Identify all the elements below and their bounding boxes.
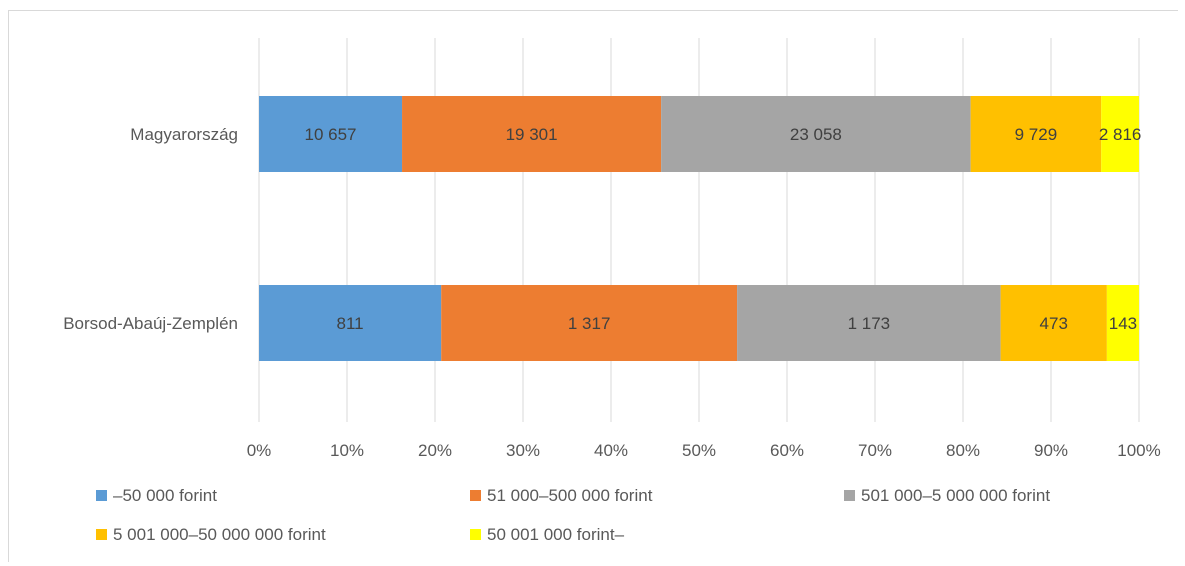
legend: –50 000 forint 51 000–500 000 forint 501 0… — [96, 486, 1050, 544]
x-tick-label: 90% — [1034, 441, 1068, 460]
bar-segment — [1106, 285, 1139, 361]
data-label: 10 657 — [305, 125, 357, 144]
bar-segment — [402, 96, 662, 172]
legend-item: –50 000 forint — [96, 486, 217, 505]
data-label: 23 058 — [790, 125, 842, 144]
legend-label: 51 000–500 000 forint — [487, 486, 653, 505]
data-label: 9 729 — [1015, 125, 1058, 144]
bar-segment — [737, 285, 1001, 361]
category-label: Borsod-Abaúj-Zemplén — [63, 314, 238, 333]
x-tick-label: 0% — [247, 441, 272, 460]
bar-segment — [259, 285, 442, 361]
x-tick-label: 10% — [330, 441, 364, 460]
legend-item: 50 001 000 forint– — [470, 525, 625, 544]
bar-segment — [259, 96, 403, 172]
gridlines — [258, 38, 1140, 422]
bars: 10 657 19 301 23 058 9 729 2 816 811 1 317 1 17… — [259, 96, 1141, 361]
legend-label: 5 001 000–50 000 000 forint — [113, 525, 326, 544]
bar-segment — [1101, 96, 1139, 172]
legend-swatch — [470, 529, 481, 540]
data-label: 811 — [337, 314, 364, 333]
legend-label: 501 000–5 000 000 forint — [861, 486, 1050, 505]
legend-label: 50 001 000 forint– — [487, 525, 625, 544]
x-tick-label: 30% — [506, 441, 540, 460]
legend-swatch — [96, 490, 107, 501]
data-label: 473 — [1040, 314, 1068, 333]
data-label: 19 301 — [506, 125, 558, 144]
x-tick-label: 80% — [946, 441, 980, 460]
x-tick-label: 40% — [594, 441, 628, 460]
data-label: 2 816 — [1099, 125, 1142, 144]
x-tick-label: 100% — [1117, 441, 1160, 460]
legend-swatch — [470, 490, 481, 501]
x-tick-label: 20% — [418, 441, 452, 460]
x-tick-label: 60% — [770, 441, 804, 460]
data-label: 1 173 — [848, 314, 891, 333]
legend-swatch — [844, 490, 855, 501]
bar-segment — [1000, 285, 1107, 361]
bar-segment — [441, 285, 738, 361]
x-tick-label: 50% — [682, 441, 716, 460]
legend-label: –50 000 forint — [113, 486, 217, 505]
data-label: 1 317 — [568, 314, 611, 333]
legend-swatch — [96, 529, 107, 540]
legend-item: 501 000–5 000 000 forint — [844, 486, 1050, 505]
bar-segment — [661, 96, 971, 172]
legend-item: 51 000–500 000 forint — [470, 486, 653, 505]
bar-segment — [970, 96, 1102, 172]
data-label: 143 — [1109, 314, 1137, 333]
chart-frame — [8, 10, 1178, 562]
x-tick-label: 70% — [858, 441, 892, 460]
legend-item: 5 001 000–50 000 000 forint — [96, 525, 326, 544]
category-labels: Magyarország Borsod-Abaúj-Zemplén — [63, 125, 238, 333]
category-label: Magyarország — [130, 125, 238, 144]
x-axis-ticks: 0% 10% 20% 30% 40% 50% 60% 70% 80% 90% 100% — [247, 441, 1161, 460]
